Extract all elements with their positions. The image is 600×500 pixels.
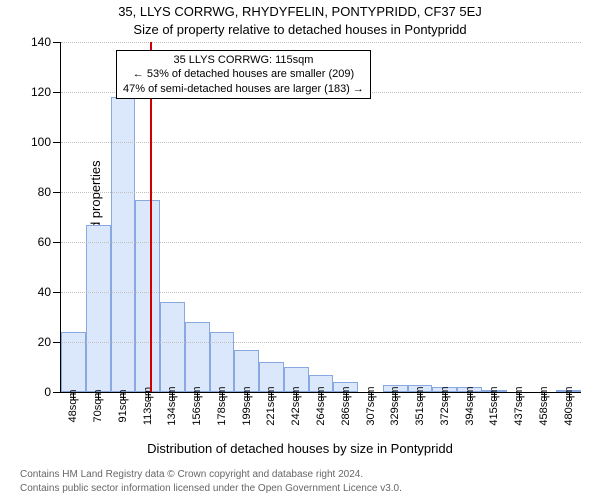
footer-line-1: Contains HM Land Registry data © Crown c… xyxy=(20,469,363,480)
x-tick-label: 221sqm xyxy=(265,386,277,425)
x-tick-label: 307sqm xyxy=(365,386,377,425)
x-tick-label: 70sqm xyxy=(92,389,104,422)
plot-area: 02040608010012014048sqm70sqm91sqm113sqm1… xyxy=(60,42,581,393)
x-tick-label: 437sqm xyxy=(513,386,525,425)
y-tick xyxy=(53,292,61,293)
y-tick xyxy=(53,42,61,43)
x-tick-label: 242sqm xyxy=(290,386,302,425)
chart-container: 35, LLYS CORRWG, RHYDYFELIN, PONTYPRIDD,… xyxy=(0,0,600,500)
y-tick xyxy=(53,392,61,393)
y-tick xyxy=(53,342,61,343)
x-tick-label: 134sqm xyxy=(166,386,178,425)
histogram-bar xyxy=(61,332,86,392)
gridline xyxy=(61,242,581,243)
x-tick-label: 394sqm xyxy=(464,386,476,425)
y-tick-label: 40 xyxy=(38,285,51,299)
gridline xyxy=(61,142,581,143)
x-tick-label: 351sqm xyxy=(414,386,426,425)
x-tick-label: 178sqm xyxy=(216,386,228,425)
y-tick-label: 0 xyxy=(44,385,51,399)
x-axis-label: Distribution of detached houses by size … xyxy=(0,441,600,456)
x-tick-label: 48sqm xyxy=(67,389,79,422)
x-tick-label: 91sqm xyxy=(117,389,129,422)
y-tick-label: 100 xyxy=(31,135,51,149)
y-tick xyxy=(53,142,61,143)
y-tick-label: 140 xyxy=(31,35,51,49)
x-tick-label: 329sqm xyxy=(389,386,401,425)
y-tick xyxy=(53,242,61,243)
y-tick-label: 60 xyxy=(38,235,51,249)
histogram-bar xyxy=(210,332,235,392)
annotation-box: 35 LLYS CORRWG: 115sqm← 53% of detached … xyxy=(116,50,371,99)
y-tick-label: 80 xyxy=(38,185,51,199)
x-tick-label: 480sqm xyxy=(563,386,575,425)
chart-title-main: 35, LLYS CORRWG, RHYDYFELIN, PONTYPRIDD,… xyxy=(0,4,600,19)
histogram-bar xyxy=(185,322,210,392)
annotation-line-2: ← 53% of detached houses are smaller (20… xyxy=(123,67,364,81)
x-tick-label: 415sqm xyxy=(488,386,500,425)
x-tick-label: 113sqm xyxy=(142,387,154,425)
histogram-bar xyxy=(160,302,185,392)
gridline xyxy=(61,292,581,293)
y-tick-label: 20 xyxy=(38,335,51,349)
y-tick xyxy=(53,192,61,193)
x-tick-label: 372sqm xyxy=(439,386,451,425)
x-tick-label: 156sqm xyxy=(191,386,203,425)
gridline xyxy=(61,342,581,343)
gridline xyxy=(61,192,581,193)
annotation-line-3: 47% of semi-detached houses are larger (… xyxy=(123,82,364,96)
histogram-bar xyxy=(86,225,111,393)
y-tick xyxy=(53,92,61,93)
x-tick-label: 264sqm xyxy=(315,386,327,425)
x-tick-label: 199sqm xyxy=(241,386,253,425)
footer-line-2: Contains public sector information licen… xyxy=(20,483,402,494)
annotation-line-1: 35 LLYS CORRWG: 115sqm xyxy=(123,53,364,67)
chart-title-sub: Size of property relative to detached ho… xyxy=(0,22,600,37)
y-tick-label: 120 xyxy=(31,85,51,99)
x-tick-label: 286sqm xyxy=(340,386,352,425)
histogram-bar xyxy=(135,200,160,393)
x-tick-label: 458sqm xyxy=(538,386,550,425)
gridline xyxy=(61,42,581,43)
